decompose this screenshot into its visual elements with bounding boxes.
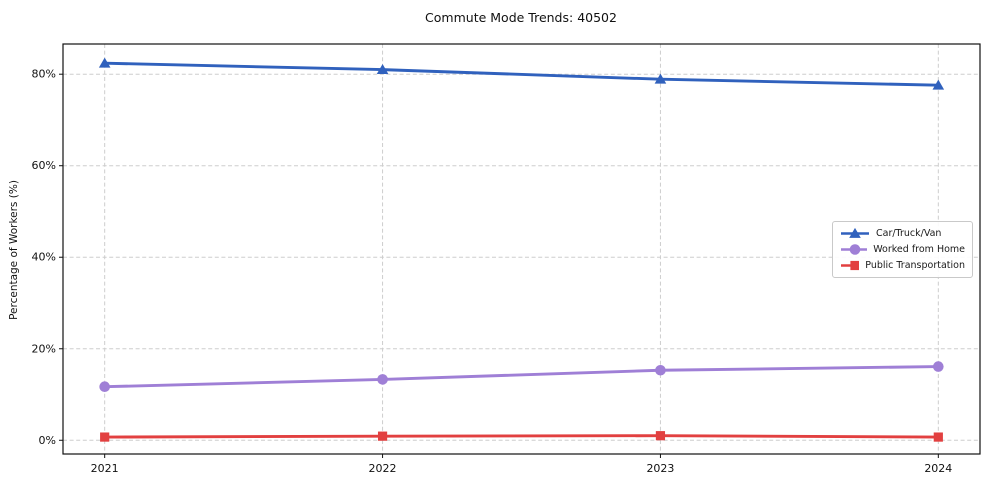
- y-tick-label: 80%: [32, 68, 56, 81]
- legend-item-worked-from-home: Worked from Home: [840, 242, 965, 257]
- legend-item-public-transportation: Public Transportation: [840, 258, 965, 273]
- series-public-transportation: [100, 431, 943, 442]
- legend-label-worked-from-home: Worked from Home: [873, 243, 965, 255]
- triangle-marker-car-truck-van: [654, 73, 667, 84]
- legend-sample-circle-icon: [841, 244, 868, 255]
- x-tick-label: 2021: [91, 462, 119, 475]
- legend-label-car-truck-van: Car/Truck/Van: [876, 228, 942, 240]
- triangle-marker-car-truck-van: [98, 57, 111, 68]
- legend-label-public-transportation: Public Transportation: [865, 259, 965, 271]
- series-line-worked-from-home: [103, 365, 940, 389]
- square-marker-public-transportation: [377, 431, 388, 441]
- legend-marker-public-transportation: [850, 260, 860, 270]
- legend-sample-triangle-icon: [841, 228, 869, 239]
- series-line-public-transportation: [103, 434, 940, 439]
- square-marker-public-transportation: [100, 432, 110, 442]
- y-tick-label: 60%: [32, 159, 56, 172]
- legend: Car/Truck/Van Worked from Home Public Tran…: [832, 221, 973, 278]
- triangle-marker-car-truck-van: [932, 79, 945, 90]
- legend-sample-square-icon: [841, 260, 860, 270]
- chart-title: Commute Mode Trends: 40502: [425, 10, 617, 25]
- x-tick-label: 2023: [646, 462, 674, 475]
- y-tick-label: 20%: [32, 342, 56, 355]
- legend-marker-worked-from-home: [849, 244, 861, 255]
- legend-item-car-truck-van: Car/Truck/Van: [840, 226, 965, 241]
- circle-marker-worked-from-home: [655, 364, 666, 376]
- square-marker-public-transportation: [933, 432, 943, 442]
- series-line-car-truck-van: [103, 61, 940, 87]
- x-tick-label: 2022: [369, 462, 397, 475]
- square-marker-public-transportation: [655, 431, 666, 441]
- legend-marker-car-truck-van: [849, 228, 861, 239]
- plot-border: [62, 43, 981, 455]
- circle-marker-worked-from-home: [377, 374, 388, 385]
- y-tick-label: 40%: [32, 251, 56, 264]
- x-tick-label: 2024: [924, 462, 952, 475]
- circle-marker-worked-from-home: [99, 381, 110, 393]
- series-worked-from-home: [99, 361, 944, 393]
- triangle-marker-car-truck-van: [376, 64, 389, 75]
- series-car-truck-van: [98, 57, 945, 90]
- y-tick-label: 0%: [39, 434, 56, 447]
- circle-marker-worked-from-home: [933, 361, 944, 372]
